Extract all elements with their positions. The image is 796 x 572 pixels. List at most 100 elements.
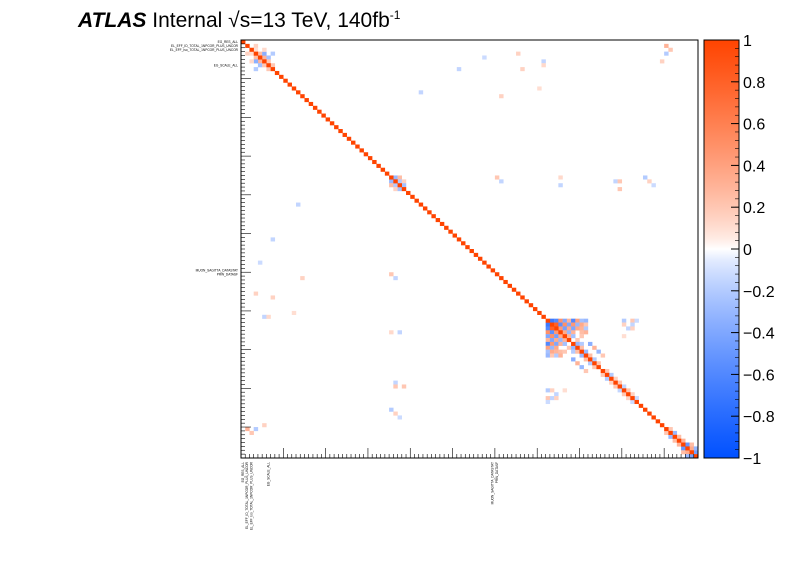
matrix-cell [571, 322, 576, 327]
matrix-diagonal-cell [452, 233, 458, 238]
matrix-cell [689, 446, 694, 451]
matrix-cell [571, 357, 576, 362]
matrix-cell [600, 353, 606, 358]
matrix-diagonal-cell [537, 310, 542, 315]
matrix-cell [634, 396, 639, 401]
matrix-diagonal-cell [359, 148, 364, 153]
matrix-cell [249, 430, 254, 435]
matrix-cell [549, 330, 555, 335]
matrix-cell [621, 322, 627, 327]
matrix-diagonal-cell [566, 338, 572, 343]
matrix-diagonal-cell [524, 299, 529, 304]
matrix-cell [257, 59, 263, 64]
y-parameter-label: EG_SCALE_ALL [214, 63, 239, 67]
matrix-cell [630, 392, 635, 397]
matrix-diagonal-cell [655, 419, 661, 424]
y-parameter-label: EG_RES_ALL [218, 40, 239, 44]
matrix-cell [630, 326, 635, 331]
colorbar-tick-label: 0.4 [743, 158, 765, 175]
matrix-cell [583, 349, 589, 354]
colorbar-tick-label: 1 [743, 33, 752, 50]
matrix-cell [596, 349, 601, 354]
matrix-diagonal-cell [642, 407, 648, 412]
matrix-diagonal-cell [621, 388, 627, 393]
matrix-cell [418, 90, 424, 95]
y-parameter-label: EL_EFF_Iso_TOTAL_1NPCOR_PLUS_UNCOR [170, 48, 239, 52]
matrix-cell [681, 450, 686, 455]
matrix-cell [630, 322, 635, 327]
matrix-cell [545, 322, 551, 327]
matrix-cell [630, 318, 635, 323]
matrix-diagonal-cell [499, 276, 504, 281]
matrix-cell [554, 318, 559, 323]
matrix-diagonal-cell [685, 446, 690, 451]
matrix-cell [592, 357, 597, 362]
matrix-cell [668, 47, 673, 52]
matrix-diagonal-cell [562, 334, 568, 339]
matrix-diagonal-cell [600, 368, 606, 374]
matrix-diagonal-cell [617, 384, 623, 389]
matrix-cell [642, 175, 648, 180]
plot-title: ATLAS Internal √s=13 TeV, 140fb-1 [78, 8, 400, 33]
matrix-diagonal-cell [262, 59, 267, 64]
matrix-cell [558, 183, 563, 188]
matrix-cell [600, 372, 606, 377]
matrix-cell [549, 388, 555, 393]
matrix-cell [545, 353, 551, 358]
matrix-diagonal-cell [427, 210, 432, 215]
matrix-diagonal-cell [249, 47, 254, 52]
matrix-cell [604, 368, 610, 374]
matrix-cell [270, 237, 276, 242]
matrix-diagonal-cell [541, 314, 546, 319]
matrix-cell [545, 330, 551, 335]
matrix-cell [545, 334, 551, 339]
matrix-cell [558, 175, 563, 180]
matrix-diagonal-cell [355, 144, 360, 149]
matrix-diagonal-cell [647, 411, 652, 416]
matrix-diagonal-cell [634, 399, 639, 405]
matrix-cell [296, 202, 301, 207]
matrix-cell [664, 43, 669, 48]
matrix-cell [579, 326, 584, 331]
matrix-diagonal-cell [549, 322, 555, 327]
matrix-cell [554, 322, 559, 327]
matrix-cell [571, 318, 576, 323]
matrix-cell [262, 423, 267, 428]
matrix-cell [554, 341, 559, 346]
matrix-cell [651, 183, 656, 188]
matrix-cell [562, 341, 568, 346]
matrix-cell [266, 55, 271, 60]
status-label: Internal [152, 9, 223, 32]
matrix-diagonal-cell [693, 454, 699, 459]
matrix-cell [566, 330, 572, 335]
matrix-cell [545, 341, 551, 346]
matrix-cell [571, 326, 576, 331]
matrix-cell [613, 384, 618, 389]
matrix-cell [562, 326, 568, 331]
matrix-diagonal-cell [545, 318, 551, 323]
matrix-cell [676, 434, 682, 439]
matrix-cell [689, 454, 694, 459]
matrix-diagonal-cell [676, 438, 682, 443]
matrix-cell [249, 59, 254, 64]
matrix-cell [397, 415, 402, 420]
matrix-diagonal-cell [308, 101, 314, 106]
matrix-diagonal-cell [469, 249, 474, 254]
matrix-cell [389, 179, 394, 184]
matrix-cell [393, 187, 398, 192]
matrix-cell [270, 295, 276, 300]
matrix-cell [262, 63, 267, 68]
matrix-cell [575, 322, 580, 327]
matrix-cell [583, 368, 589, 374]
matrix-diagonal-cell [346, 136, 352, 141]
matrix-diagonal-cell [558, 330, 563, 335]
matrix-cell [300, 276, 305, 281]
matrix-cell [554, 396, 559, 401]
matrix-cell [253, 47, 259, 52]
matrix-cell [253, 291, 259, 296]
matrix-diagonal-cell [291, 86, 297, 91]
matrix-cell [566, 322, 572, 327]
matrix-diagonal-cell [279, 74, 284, 79]
matrix-cell [558, 318, 563, 323]
